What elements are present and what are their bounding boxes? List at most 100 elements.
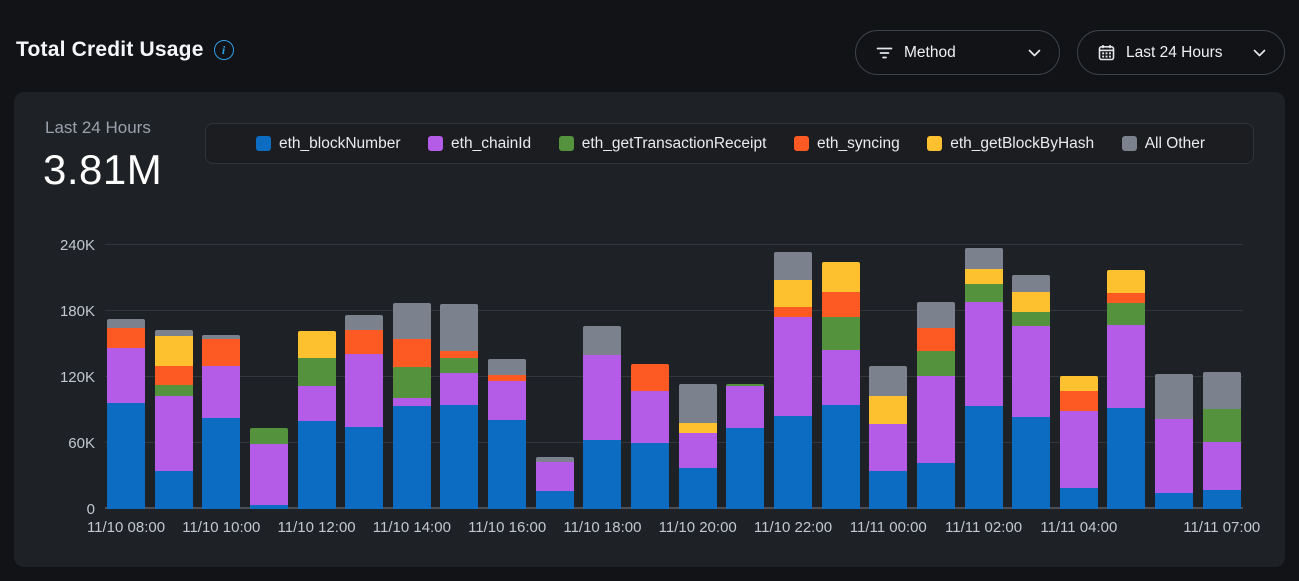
bar[interactable] — [773, 251, 812, 509]
bar-segment[interactable] — [869, 424, 908, 471]
bar-segment[interactable] — [821, 404, 860, 509]
bar[interactable] — [440, 304, 479, 509]
bar-segment[interactable] — [392, 397, 431, 406]
legend-item[interactable]: eth_getBlockByHash — [927, 135, 1094, 153]
bar-segment[interactable] — [726, 385, 765, 428]
legend-item[interactable]: All Other — [1121, 135, 1205, 153]
bar[interactable] — [821, 261, 860, 509]
bar[interactable] — [1012, 274, 1051, 509]
bar-segment[interactable] — [488, 359, 527, 375]
bar-segment[interactable] — [773, 415, 812, 509]
bar[interactable] — [583, 326, 622, 509]
bar-segment[interactable] — [1059, 391, 1098, 412]
bar-segment[interactable] — [916, 375, 955, 463]
bar-segment[interactable] — [821, 316, 860, 350]
bar[interactable] — [202, 335, 241, 509]
bar-segment[interactable] — [964, 283, 1003, 303]
legend-item[interactable]: eth_getTransactionReceipt — [558, 135, 766, 153]
bar-segment[interactable] — [1155, 418, 1194, 493]
bar-segment[interactable] — [440, 372, 479, 405]
bar-segment[interactable] — [107, 348, 145, 404]
bar[interactable] — [631, 363, 670, 509]
bar-segment[interactable] — [154, 329, 193, 337]
bar-segment[interactable] — [726, 427, 765, 509]
bar-segment[interactable] — [202, 335, 241, 339]
bar[interactable] — [916, 302, 955, 509]
bar-segment[interactable] — [392, 405, 431, 509]
bar-segment[interactable] — [202, 338, 241, 367]
date-range-dropdown[interactable]: Last 24 Hours — [1077, 30, 1285, 75]
bar-segment[interactable] — [107, 403, 145, 509]
bar-segment[interactable] — [154, 384, 193, 396]
bar-segment[interactable] — [1059, 411, 1098, 489]
bar-segment[interactable] — [583, 355, 622, 440]
info-icon[interactable]: i — [213, 40, 234, 60]
bar-segment[interactable] — [678, 383, 717, 424]
bar-segment[interactable] — [1107, 325, 1146, 408]
bar-segment[interactable] — [1155, 492, 1194, 509]
bar-segment[interactable] — [1202, 441, 1241, 491]
bar[interactable] — [297, 330, 336, 509]
bar-segment[interactable] — [1107, 293, 1146, 304]
bar-segment[interactable] — [1155, 373, 1194, 419]
bar[interactable] — [869, 366, 908, 509]
legend-item[interactable]: eth_syncing — [793, 135, 900, 153]
bar-segment[interactable] — [345, 329, 384, 354]
bar-segment[interactable] — [821, 349, 860, 405]
bar-segment[interactable] — [678, 433, 717, 469]
bar-segment[interactable] — [535, 457, 574, 462]
bar-segment[interactable] — [583, 439, 622, 509]
bar-segment[interactable] — [964, 405, 1003, 509]
bar-segment[interactable] — [631, 363, 670, 392]
bar-segment[interactable] — [678, 468, 717, 509]
bar-segment[interactable] — [345, 315, 384, 330]
bar-segment[interactable] — [154, 395, 193, 471]
bar[interactable] — [726, 383, 765, 509]
bar-segment[interactable] — [249, 504, 288, 509]
bar[interactable] — [1155, 373, 1194, 509]
bar-segment[interactable] — [1059, 375, 1098, 392]
bar-segment[interactable] — [535, 491, 574, 509]
bar-segment[interactable] — [488, 419, 527, 509]
bar-segment[interactable] — [1059, 488, 1098, 509]
bar-segment[interactable] — [964, 302, 1003, 406]
legend-item[interactable]: eth_chainId — [428, 135, 531, 153]
bar-segment[interactable] — [1107, 303, 1146, 326]
bar-segment[interactable] — [869, 366, 908, 396]
bar[interactable] — [249, 427, 288, 509]
bar-segment[interactable] — [535, 461, 574, 492]
bar-segment[interactable] — [1202, 490, 1241, 509]
bar-segment[interactable] — [583, 326, 622, 356]
bar-segment[interactable] — [297, 421, 336, 509]
bar-segment[interactable] — [678, 423, 717, 434]
bar-segment[interactable] — [916, 327, 955, 351]
bar-segment[interactable] — [821, 292, 860, 317]
bar-segment[interactable] — [440, 358, 479, 373]
bar-segment[interactable] — [773, 280, 812, 307]
bar-segment[interactable] — [392, 303, 431, 339]
bar-segment[interactable] — [488, 374, 527, 382]
bar-segment[interactable] — [631, 443, 670, 509]
bar[interactable] — [488, 359, 527, 509]
bar-segment[interactable] — [726, 383, 765, 386]
bar-segment[interactable] — [631, 391, 670, 443]
bar-segment[interactable] — [107, 327, 145, 349]
bar-segment[interactable] — [202, 366, 241, 418]
bar-segment[interactable] — [916, 462, 955, 509]
bar-segment[interactable] — [869, 395, 908, 425]
bar[interactable] — [392, 303, 431, 509]
bar-segment[interactable] — [154, 366, 193, 385]
bar-segment[interactable] — [392, 338, 431, 368]
bar-segment[interactable] — [773, 251, 812, 281]
bar-segment[interactable] — [297, 330, 336, 359]
bar-segment[interactable] — [297, 385, 336, 421]
bar-segment[interactable] — [1202, 371, 1241, 409]
bar-segment[interactable] — [107, 318, 145, 328]
bar-segment[interactable] — [821, 261, 860, 293]
bar-segment[interactable] — [440, 350, 479, 359]
bar-segment[interactable] — [964, 269, 1003, 284]
bar[interactable] — [535, 457, 574, 509]
bar-segment[interactable] — [1012, 274, 1051, 293]
bar-segment[interactable] — [440, 304, 479, 351]
bar-segment[interactable] — [488, 381, 527, 420]
